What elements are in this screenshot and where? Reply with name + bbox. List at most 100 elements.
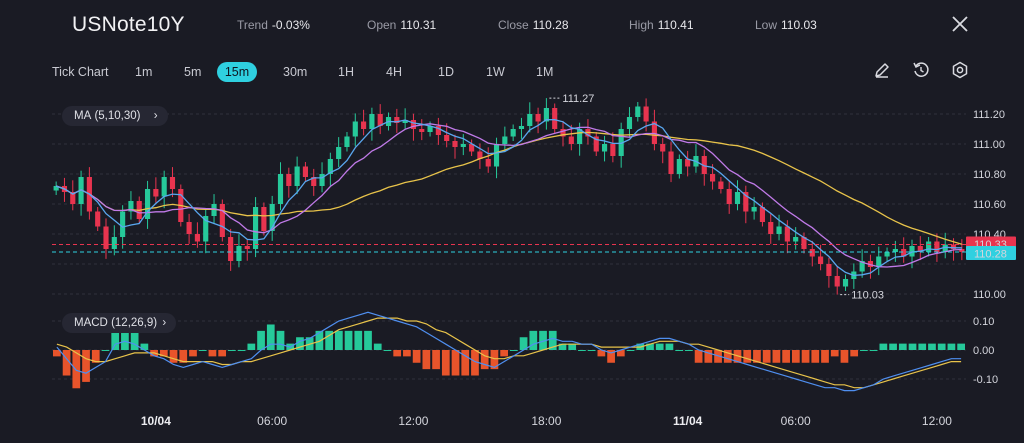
candle-body [294, 166, 300, 186]
settings-icon[interactable] [950, 60, 970, 80]
candle-body [842, 279, 849, 287]
macd-bar [889, 343, 897, 350]
candle-body [867, 261, 874, 267]
macd-bar [189, 350, 197, 357]
macd-bar [422, 350, 431, 370]
timeframe-1h[interactable]: 1H [338, 65, 354, 79]
candle-body [502, 136, 508, 144]
macd-bar [393, 350, 402, 357]
open-value: 110.31 [400, 18, 437, 32]
macd-bar [830, 350, 839, 357]
close-value: 110.28 [532, 18, 569, 32]
candle-body [493, 144, 500, 167]
candle-body [527, 114, 533, 126]
macd-indicator-pill[interactable]: MACD (12,26,9) › [62, 313, 177, 333]
macd-bar [587, 350, 596, 351]
macd-bar [364, 330, 372, 350]
macd-bar [101, 350, 110, 351]
candle-body [219, 204, 225, 237]
macd-bar [471, 350, 479, 376]
macd-bar [879, 343, 888, 350]
macd-bar [597, 350, 606, 357]
macd-bar [325, 330, 333, 350]
pencil-icon[interactable] [872, 60, 892, 80]
macd-bar [82, 350, 90, 382]
high-value: 110.41 [657, 18, 694, 32]
macd-bar [675, 350, 684, 351]
timeframe-15m[interactable]: 15m [217, 62, 257, 82]
macd-bar [276, 330, 285, 350]
candle-body [419, 129, 425, 132]
macd-bar [441, 350, 450, 376]
timeframe-30m[interactable]: 30m [283, 65, 308, 79]
ma-indicator-pill[interactable]: MA (5,10,30) › [62, 106, 168, 126]
macd-bar [578, 350, 586, 351]
macd-tick-label: -0.10 [973, 374, 998, 386]
macd-bar [91, 350, 100, 363]
ma10-line [55, 123, 962, 268]
candle-body [718, 181, 724, 189]
candle-body [801, 237, 807, 249]
candle-body [427, 126, 433, 132]
candle-body [726, 189, 732, 204]
macd-bar [179, 350, 188, 363]
timeframe-1m[interactable]: 1M [536, 65, 554, 79]
timeframe-5m[interactable]: 5m [184, 65, 202, 79]
candle-body [194, 234, 200, 242]
price-tick-label: 110.60 [973, 199, 1006, 211]
macd-bar [130, 330, 139, 350]
macd-bar [159, 350, 168, 357]
candle-body [394, 117, 400, 123]
tick-chart-button[interactable]: Tick Chart [52, 65, 109, 79]
candle-body [917, 246, 923, 252]
macd-bar [928, 343, 936, 350]
timeframe-1m[interactable]: 1m [135, 65, 153, 79]
candle-body [477, 151, 483, 159]
close-icon[interactable] [948, 12, 972, 36]
candle-body [859, 261, 865, 272]
candle-body [510, 129, 516, 137]
candle-body [327, 159, 333, 174]
macd-line [56, 311, 962, 392]
macd-histogram [53, 318, 965, 389]
candle-body [610, 144, 616, 156]
macd-bar [665, 343, 674, 350]
timeframe-1w[interactable]: 1W [486, 65, 505, 79]
macd-bar [412, 350, 421, 363]
macd-bar [937, 343, 946, 350]
candle-body [435, 126, 441, 135]
candle-body [818, 256, 824, 264]
macd-bar [461, 350, 470, 376]
macd-bar [53, 350, 61, 357]
candle-body [410, 120, 417, 129]
candle-body [128, 201, 134, 212]
macd-bar [490, 350, 499, 370]
candle-body [469, 144, 475, 152]
candle-body [252, 207, 259, 249]
candle-body [909, 246, 915, 257]
macd-bar [208, 350, 217, 357]
macd-bar [898, 343, 907, 350]
macd-bar [791, 350, 800, 363]
timeframe-toolbar: Tick Chart 1m 5m 15m 30m 1H 4H 1D 1W 1M [0, 58, 1024, 84]
macd-bar [432, 350, 440, 370]
timeframe-4h[interactable]: 4H [386, 65, 402, 79]
macd-tick-label: 0.00 [973, 345, 994, 357]
timeframe-1d[interactable]: 1D [438, 65, 454, 79]
candle-body [344, 136, 350, 147]
candle-body [593, 136, 599, 152]
candle-body [926, 241, 932, 252]
candle-body [336, 147, 342, 159]
candle-body [601, 144, 608, 152]
candle-body [518, 126, 525, 129]
macd-bar [383, 350, 392, 351]
macd-tick-label: 0.10 [973, 316, 994, 328]
candle-body [643, 106, 649, 122]
candle-body [269, 204, 275, 231]
reset-icon[interactable] [911, 60, 931, 80]
candle-body [942, 244, 948, 252]
candle-body [734, 192, 741, 204]
candle-body [577, 129, 583, 144]
macd-bar [529, 330, 538, 350]
